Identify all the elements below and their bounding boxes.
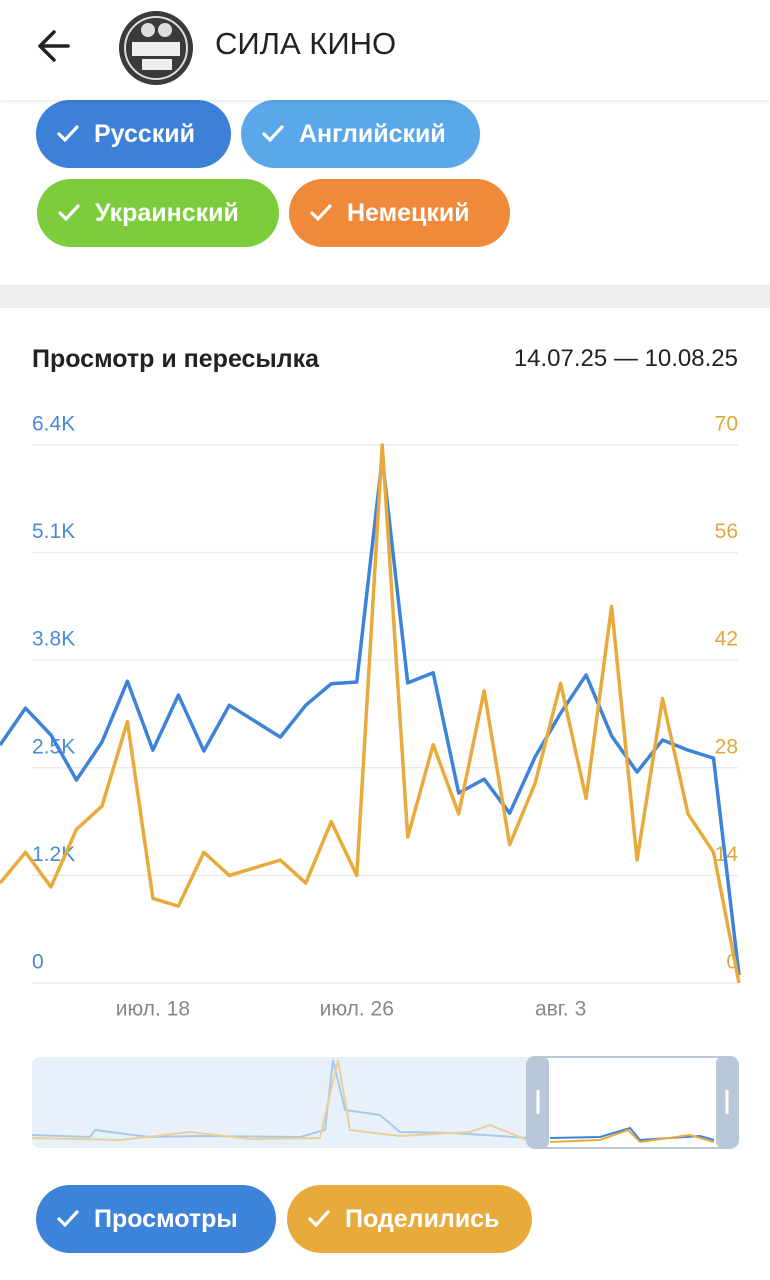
- y2-tick-label: 28: [715, 735, 738, 758]
- back-button[interactable]: [34, 26, 74, 66]
- chip-label: Английский: [299, 119, 446, 148]
- minimap-line: [549, 1126, 715, 1142]
- avatar: [119, 11, 193, 85]
- legend-chip[interactable]: Поделились: [287, 1185, 532, 1253]
- y-tick-label: 3.8K: [32, 628, 75, 651]
- minimap-line: [549, 1128, 715, 1144]
- filter-chip[interactable]: Немецкий: [289, 179, 510, 247]
- x-tick-label: авг. 3: [535, 998, 586, 1021]
- y-tick-label: 0: [32, 951, 44, 974]
- minimap-line: [31, 1059, 528, 1142]
- channel-title: СИЛА КИНО: [215, 26, 397, 61]
- x-tick-label: июл. 26: [320, 998, 394, 1021]
- legend-label: Просмотры: [94, 1204, 238, 1233]
- filter-chip[interactable]: Украинский: [37, 179, 279, 247]
- series-line: [0, 443, 741, 984]
- section-divider: [0, 285, 770, 308]
- y2-tick-label: 42: [715, 628, 738, 651]
- chip-label: Украинский: [95, 198, 239, 227]
- chip-label: Русский: [94, 119, 196, 148]
- date-range: 14.07.25 — 10.08.25: [513, 345, 738, 372]
- filter-chip[interactable]: Русский: [36, 100, 231, 168]
- legend-chip[interactable]: Просмотры: [36, 1185, 276, 1253]
- header: СИЛА КИНО: [0, 0, 770, 100]
- chip-label: Немецкий: [347, 198, 470, 227]
- y-tick-label: 5.1K: [32, 520, 75, 543]
- series-line: [0, 456, 741, 976]
- y2-tick-label: 56: [715, 520, 738, 543]
- chart-title: Просмотр и пересылка: [32, 345, 320, 373]
- y2-tick-label: 70: [715, 413, 738, 436]
- legend-label: Поделились: [345, 1204, 500, 1233]
- y-tick-label: 2.5K: [32, 735, 75, 758]
- filter-chip[interactable]: Английский: [241, 100, 480, 168]
- y-tick-label: 6.4K: [32, 413, 75, 436]
- y2-tick-label: 0: [726, 951, 738, 974]
- x-tick-label: июл. 18: [116, 998, 190, 1021]
